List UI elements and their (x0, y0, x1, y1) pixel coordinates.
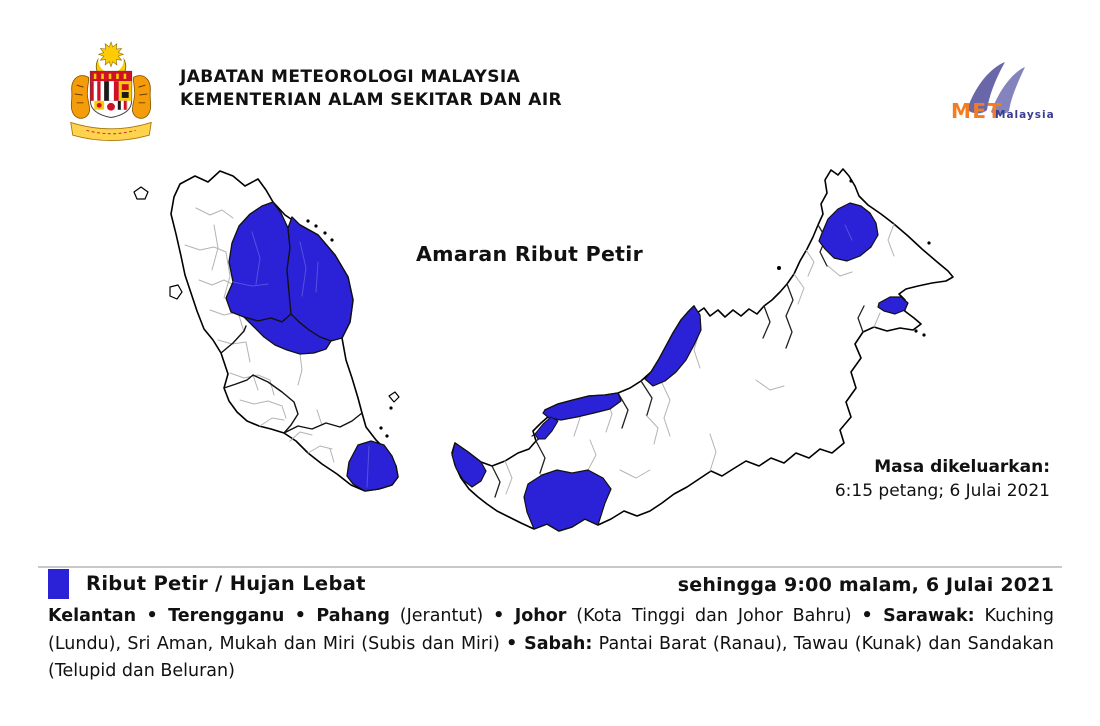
areas-segment: Pantai Barat (Ranau), Tawau (Kunak) dan … (48, 633, 1054, 682)
region-jerantut (243, 313, 332, 355)
region-kota-tinggi-johor-bahru (346, 440, 399, 492)
met-logo-text: MET (951, 99, 1003, 123)
areas-segment: (Jerantut) (389, 606, 494, 626)
areas-segment: Pahang (316, 606, 390, 626)
legend-divider (38, 566, 1062, 568)
areas-segment: Kuching (Lundu), Sri Aman, Mukah dan Mir… (48, 606, 1054, 654)
areas-segment: Sabah: (524, 633, 593, 654)
met-swoosh-icon (991, 67, 1025, 115)
legend-swatch (48, 569, 69, 599)
areas-segment: Kelantan (48, 606, 137, 626)
areas-segment: • (493, 606, 515, 626)
agency-name-line1: JABATAN METEOROLOGI MALAYSIA (180, 67, 521, 87)
district-borders (504, 223, 895, 495)
issued-label: Masa dikeluarkan: (874, 457, 1050, 477)
areas-text: Kelantan • Terengganu • Pahang (Jerantut… (48, 603, 1054, 686)
island-penang (169, 284, 183, 300)
region-mukah-delta (534, 416, 559, 440)
district-borders-highlighted (232, 224, 853, 488)
areas-segment: • (506, 633, 525, 654)
legend-validity: sehingga 9:00 malam, 6 Julai 2021 (677, 574, 1054, 596)
met-swoosh-icon (967, 62, 1005, 114)
areas-segment: • (136, 606, 169, 626)
region-miri-subis (644, 305, 702, 387)
region-terengganu (286, 216, 354, 342)
met-logo-subtext: Malaysia (995, 109, 1055, 121)
region-sri-aman (523, 469, 612, 532)
areas-segment: • (861, 606, 884, 626)
region-kunak (877, 296, 909, 315)
small-islands (306, 179, 931, 438)
map-title: Amaran Ribut Petir (416, 242, 644, 266)
issued-value: 6:15 petang; 6 Julai 2021 (834, 481, 1050, 501)
state-borders (220, 325, 363, 434)
areas-segment: (Kota Tinggi dan Johor Bahru) (566, 606, 862, 626)
region-lundu (451, 442, 487, 488)
areas-segment: • (284, 606, 317, 626)
areas-segment: Terengganu (168, 606, 285, 626)
island-tioman (388, 391, 400, 403)
agency-name-line2: KEMENTERIAN ALAM SEKITAR DAN AIR (180, 90, 563, 110)
issued-block: Masa dikeluarkan: 6:15 petang; 6 Julai 2… (835, 455, 1050, 503)
areas-segment: Johor (514, 606, 567, 626)
met-malaysia-logo: MET Malaysia (951, 62, 1055, 123)
island-langkawi (133, 186, 149, 200)
malaysia-coat-of-arms-icon (70, 41, 152, 141)
areas-segment: Sarawak: (883, 606, 975, 626)
legend-label: Ribut Petir / Hujan Lebat (86, 572, 366, 595)
